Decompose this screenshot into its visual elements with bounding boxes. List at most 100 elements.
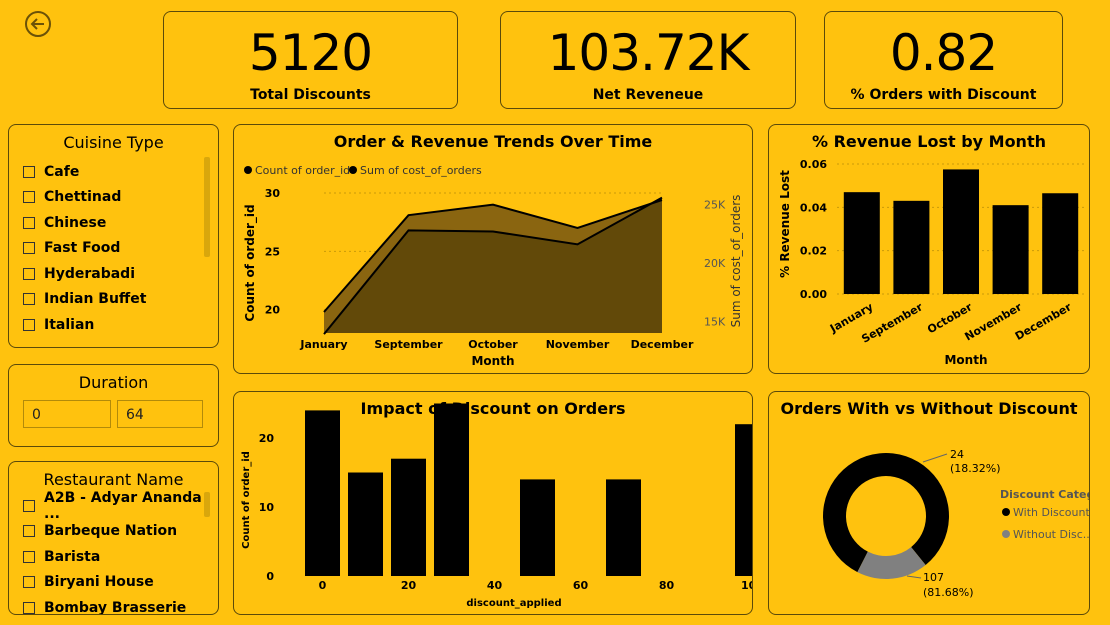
label-leader-line	[922, 453, 948, 463]
label-leader-line	[906, 575, 922, 579]
slicer-item-label: Chettinad	[44, 189, 122, 206]
checkbox[interactable]	[23, 242, 35, 255]
trend-chart-svg: Count of order_id Sum of cost_of_orders …	[243, 164, 743, 368]
legend-marker	[349, 166, 357, 174]
checkbox[interactable]	[23, 267, 35, 280]
x-tick-label: November	[546, 338, 610, 351]
slicer-title: Duration	[78, 373, 149, 392]
slicer-item[interactable]: Barista	[23, 544, 204, 570]
slicer-item-label: Indian Buffet	[44, 291, 147, 308]
data-label-count: 107	[923, 571, 944, 584]
y-tick-label: 25	[265, 245, 280, 258]
bar	[305, 410, 340, 576]
checkbox[interactable]	[23, 293, 35, 306]
back-button[interactable]	[24, 10, 52, 38]
bar	[391, 458, 426, 576]
slicer-item-label: Cafe	[44, 163, 80, 180]
checkbox[interactable]	[23, 165, 35, 178]
legend-marker	[244, 166, 252, 174]
legend-label: Count of order_id	[255, 164, 350, 177]
back-arrow-icon	[25, 11, 51, 37]
slicer-item[interactable]: Bombay Brasserie	[23, 595, 204, 615]
bar	[348, 472, 383, 576]
checkbox[interactable]	[23, 601, 35, 614]
checkbox[interactable]	[23, 576, 35, 589]
slicer-item[interactable]: Fast Food	[23, 236, 204, 262]
x-axis-label: Month	[471, 354, 514, 368]
bar	[735, 424, 752, 576]
slicer-item-label: Bombay Brasserie	[44, 599, 187, 615]
y-axis-label: % Revenue Lost	[778, 170, 792, 278]
revenue-lost-chart: % Revenue Lost by Month 0.00 0.02 0.04 0.06…	[768, 124, 1090, 374]
slicer-item-label: Barbeque Nation	[44, 523, 178, 540]
checkbox[interactable]	[23, 550, 35, 563]
line-count-of-order-id	[323, 199, 663, 313]
bar	[893, 200, 930, 294]
x-axis-label: Month	[944, 353, 987, 367]
restaurant-name-slicer: Restaurant Name A2B - Adyar Ananda ... Ba…	[8, 461, 219, 615]
x-tick-label: December	[1013, 300, 1074, 343]
checkbox[interactable]	[23, 318, 35, 331]
legend-marker	[1002, 508, 1010, 516]
kpi-label: Net Reveneue	[592, 87, 704, 103]
bar	[992, 205, 1029, 294]
slicer-item[interactable]: A2B - Adyar Ananda ...	[23, 489, 204, 522]
cuisine-list: Cafe Chettinad Chinese Fast Food Hyderabadi I…	[23, 159, 204, 338]
y-tick-label: 0.02	[800, 245, 827, 258]
x-tick-label: 60	[573, 579, 589, 592]
restaurant-list: A2B - Adyar Ananda ... Barbeque Nation Bar…	[23, 489, 204, 615]
chart-title: Order & Revenue Trends Over Time	[333, 132, 653, 151]
y-tick-label: 20	[259, 432, 275, 445]
checkbox[interactable]	[23, 191, 35, 204]
kpi-value: 5120	[248, 24, 373, 82]
x-tick-label: January	[299, 338, 347, 351]
kpi-card-net-revenue: 103.72K Net Reveneue	[500, 11, 796, 109]
bar	[520, 479, 555, 576]
y-tick-label: 0.06	[800, 158, 827, 171]
chart-title: Impact of Discount on Orders	[360, 399, 626, 418]
chart-title: % Revenue Lost by Month	[812, 132, 1046, 151]
y-tick-label: 30	[265, 187, 281, 200]
slicer-item[interactable]: Hyderabadi	[23, 261, 204, 287]
kpi-value: 0.82	[889, 24, 998, 82]
x-tick-label: 100	[741, 579, 752, 592]
slicer-item[interactable]: Biryani House	[23, 570, 204, 596]
scrollbar[interactable]	[204, 157, 210, 257]
slicer-item[interactable]: Chettinad	[23, 185, 204, 211]
checkbox[interactable]	[23, 499, 35, 512]
slicer-item[interactable]: Cafe	[23, 159, 204, 185]
slicer-item-label: A2B - Adyar Ananda ...	[44, 489, 202, 522]
donut-slice	[857, 547, 926, 579]
legend-label: Sum of cost_of_orders	[360, 164, 482, 177]
y2-tick-label: 25K	[704, 199, 726, 212]
kpi-label: % Orders with Discount	[850, 87, 1037, 103]
slicer-item-label: Italian	[44, 316, 95, 333]
bar	[606, 479, 641, 576]
x-tick-label: December	[631, 338, 694, 351]
bar	[843, 192, 880, 294]
scrollbar[interactable]	[204, 492, 210, 517]
x-tick-label: 40	[487, 579, 503, 592]
slicer-item[interactable]: Chinese	[23, 210, 204, 236]
slicer-item-label: Hyderabadi	[44, 265, 135, 282]
line-sum-of-cost-of-orders	[323, 196, 663, 335]
legend-title: Discount Categ...	[1000, 488, 1089, 501]
checkbox[interactable]	[23, 216, 35, 229]
bar	[1042, 193, 1079, 294]
y2-tick-label: 20K	[704, 257, 726, 270]
x-tick-label: 0	[319, 579, 327, 592]
slicer-title: Cuisine Type	[63, 133, 164, 152]
y-tick-label: 0.00	[800, 288, 827, 301]
checkbox[interactable]	[23, 525, 35, 538]
data-label-pct: (18.32%)	[950, 462, 1001, 475]
duration-min-input[interactable]: 0	[23, 400, 111, 428]
slicer-item[interactable]: Barbeque Nation	[23, 519, 204, 545]
slicer-item[interactable]: Indian Buffet	[23, 287, 204, 313]
legend-label: Without Disc...	[1013, 528, 1089, 541]
slicer-item-label: Chinese	[44, 214, 107, 231]
discount-chart-svg: 0 10 20 0 20 40 60 80 100 discount_applied Count o…	[241, 403, 752, 609]
slicer-item[interactable]: Italian	[23, 312, 204, 338]
donut-chart-svg: 24 (18.32%) 107 (81.68%) Discount Categ.…	[823, 448, 1089, 599]
duration-max-input[interactable]: 64	[117, 400, 203, 428]
